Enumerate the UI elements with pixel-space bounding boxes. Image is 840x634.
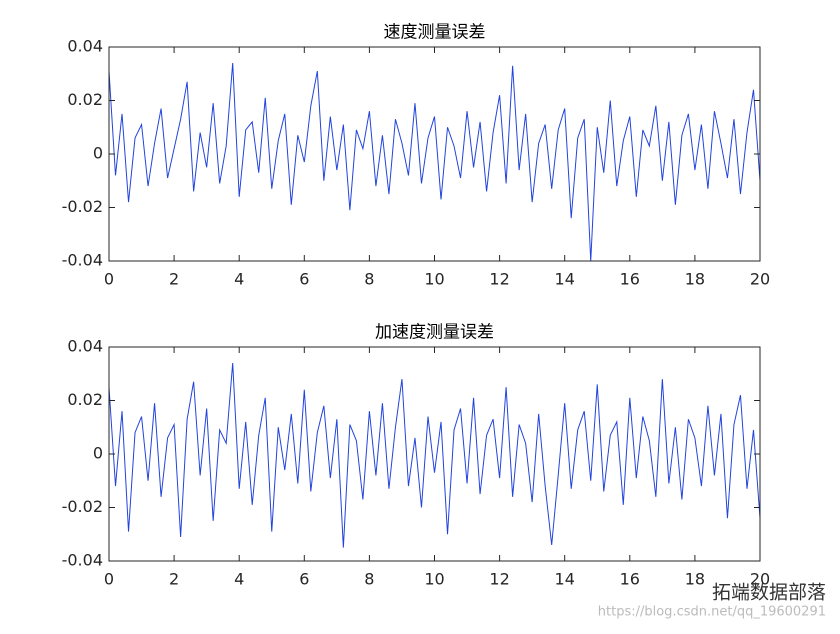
watermark-brand: 拓端数据部落 bbox=[712, 582, 826, 604]
y-tick-label: 0.02 bbox=[67, 390, 103, 409]
y-tick-label: 0.04 bbox=[67, 337, 103, 356]
data-line bbox=[108, 363, 761, 548]
y-tick-label: 0 bbox=[93, 444, 103, 463]
x-tick-label: 10 bbox=[424, 270, 444, 289]
x-tick-label: 10 bbox=[424, 570, 444, 589]
y-tick-label: 0 bbox=[93, 144, 103, 163]
x-tick-label: 20 bbox=[750, 270, 770, 289]
y-tick-label: -0.02 bbox=[62, 497, 103, 516]
x-tick-label: 0 bbox=[104, 270, 114, 289]
watermark-url: https://blog.csdn.net/qq_19600291 bbox=[598, 605, 826, 620]
x-tick-label: 14 bbox=[555, 270, 575, 289]
x-tick-label: 18 bbox=[685, 270, 705, 289]
y-tick-label: -0.04 bbox=[62, 251, 103, 270]
plot-area bbox=[109, 47, 760, 261]
x-tick-label: 12 bbox=[489, 570, 509, 589]
x-tick-label: 18 bbox=[685, 570, 705, 589]
y-tick-label: -0.04 bbox=[62, 551, 103, 570]
x-tick-label: 2 bbox=[169, 570, 179, 589]
x-tick-label: 0 bbox=[104, 570, 114, 589]
data-line bbox=[108, 63, 761, 262]
y-tick-label: 0.02 bbox=[67, 90, 103, 109]
x-tick-label: 6 bbox=[299, 270, 309, 289]
y-tick-label: 0.04 bbox=[67, 37, 103, 56]
x-tick-label: 2 bbox=[169, 270, 179, 289]
x-tick-label: 8 bbox=[364, 570, 374, 589]
x-tick-label: 12 bbox=[489, 270, 509, 289]
y-tick-label: -0.02 bbox=[62, 197, 103, 216]
x-tick-label: 16 bbox=[620, 270, 640, 289]
chart-title: 加速度测量误差 bbox=[375, 323, 494, 343]
x-tick-label: 16 bbox=[620, 570, 640, 589]
x-tick-label: 6 bbox=[299, 570, 309, 589]
x-tick-label: 8 bbox=[364, 270, 374, 289]
chart-title: 速度测量误差 bbox=[384, 23, 486, 43]
x-tick-label: 4 bbox=[234, 270, 244, 289]
x-tick-label: 4 bbox=[234, 570, 244, 589]
x-tick-label: 14 bbox=[555, 570, 575, 589]
x-tick-label: 20 bbox=[750, 570, 770, 589]
